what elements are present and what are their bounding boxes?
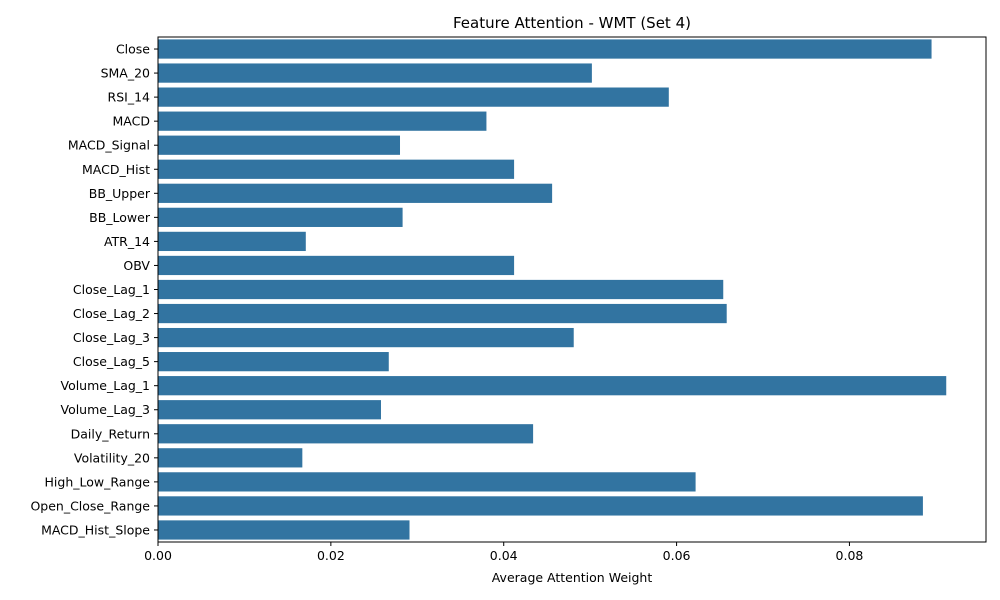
bar-rsi-14 bbox=[158, 87, 669, 107]
bar-macd-hist-slope bbox=[158, 520, 410, 540]
chart-title: Feature Attention - WMT (Set 4) bbox=[453, 14, 691, 32]
y-tick-label: ATR_14 bbox=[104, 234, 150, 249]
bar-open-close-range bbox=[158, 496, 923, 516]
bar-sma-20 bbox=[158, 63, 592, 83]
plot-frame bbox=[157, 36, 987, 543]
y-tick-label: MACD bbox=[113, 114, 150, 129]
bar-daily-return bbox=[158, 424, 534, 444]
y-tick-label: MACD_Signal bbox=[68, 138, 150, 153]
bar-bb-lower bbox=[158, 207, 403, 227]
y-tick-label: Close_Lag_3 bbox=[73, 330, 150, 345]
y-axis: Close SMA_20 RSI_14 MACD MACD_Signal MACD_His… bbox=[30, 42, 158, 537]
bar-volatility-20 bbox=[158, 448, 303, 468]
y-tick-label: MACD_Hist bbox=[82, 162, 150, 177]
bar-bb-upper bbox=[158, 183, 553, 203]
bar-atr-14 bbox=[158, 231, 306, 252]
x-tick-label: 0.04 bbox=[490, 548, 518, 563]
y-tick-label: Volatility_20 bbox=[74, 450, 150, 465]
x-axis-label: Average Attention Weight bbox=[492, 570, 653, 585]
bars-layer bbox=[158, 39, 947, 540]
x-tick-label: 0.06 bbox=[663, 548, 691, 563]
bar-close-lag-1 bbox=[158, 279, 724, 300]
bar-macd bbox=[158, 111, 487, 131]
bar-close-lag-5 bbox=[158, 352, 389, 372]
y-tick-label: RSI_14 bbox=[108, 90, 151, 105]
bar-close-lag-3 bbox=[158, 327, 574, 348]
bar-macd-hist bbox=[158, 159, 515, 179]
x-tick-label: 0.02 bbox=[317, 548, 345, 563]
bar-close-lag-2 bbox=[158, 303, 727, 324]
bar-close bbox=[158, 39, 932, 59]
y-tick-label: BB_Lower bbox=[89, 210, 151, 225]
y-tick-label: MACD_Hist_Slope bbox=[41, 522, 150, 537]
bar-macd-signal bbox=[158, 135, 401, 155]
y-tick-label: Daily_Return bbox=[71, 426, 150, 441]
y-tick-label: Close_Lag_5 bbox=[73, 354, 150, 369]
x-tick-label: 0.08 bbox=[836, 548, 864, 563]
bar-volume-lag-1 bbox=[158, 376, 947, 396]
y-tick-label: Volume_Lag_1 bbox=[60, 378, 150, 393]
y-tick-label: High_Low_Range bbox=[45, 474, 151, 489]
y-tick-label: Volume_Lag_3 bbox=[60, 402, 150, 417]
y-tick-label: Close_Lag_2 bbox=[73, 306, 150, 321]
y-tick-label: BB_Upper bbox=[89, 186, 151, 201]
y-tick-label: SMA_20 bbox=[101, 66, 150, 81]
y-tick-label: Close bbox=[116, 42, 150, 57]
bar-obv bbox=[158, 255, 515, 276]
y-tick-label: OBV bbox=[123, 258, 150, 273]
bar-volume-lag-3 bbox=[158, 400, 381, 420]
bar-high-low-range bbox=[158, 472, 696, 492]
x-tick-label: 0.00 bbox=[144, 548, 172, 563]
y-tick-label: Close_Lag_1 bbox=[73, 282, 150, 297]
x-axis: 0.00 0.02 0.04 0.06 0.08 bbox=[144, 542, 863, 563]
y-tick-label: Open_Close_Range bbox=[30, 498, 150, 513]
